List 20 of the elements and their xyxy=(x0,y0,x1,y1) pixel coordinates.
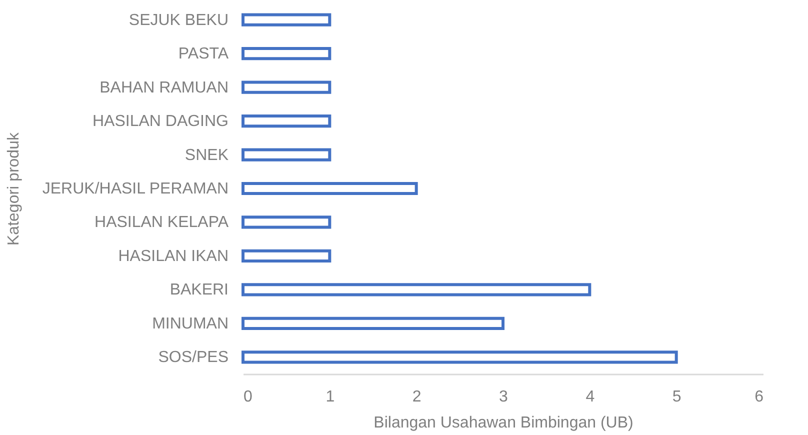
x-tick-label: 6 xyxy=(754,388,764,406)
y-tick-label: BAHAN RAMUAN xyxy=(100,79,228,96)
y-tick-label: HASILAN IKAN xyxy=(118,248,228,265)
x-tick-label: 5 xyxy=(672,388,682,406)
y-tick-label: PASTA xyxy=(178,46,229,63)
x-tick-label: 3 xyxy=(499,388,508,406)
x-tick-label: 1 xyxy=(326,388,335,406)
x-tick-label: 0 xyxy=(244,388,252,406)
y-tick-label: SEJUK BEKU xyxy=(128,12,228,29)
y-tick-label: HASILAN DAGING xyxy=(92,113,228,130)
y-tick-label: BAKERI xyxy=(170,282,228,299)
y-tick-label: MINUMAN xyxy=(152,315,228,332)
y-tick-label: SNEK xyxy=(184,146,229,164)
x-tick-label: 2 xyxy=(412,388,422,406)
y-tick-label: JERUK/HASIL PERAMAN xyxy=(42,180,228,198)
y-tick-label: HASILAN KELAPA xyxy=(94,214,229,232)
y-tick-label: SOS/PES xyxy=(158,349,228,366)
y-axis-title: Kategori produk xyxy=(6,132,22,246)
x-axis-title: Bilangan Usahawan Bimbingan (UB) xyxy=(374,414,634,432)
x-tick-label: 4 xyxy=(586,388,595,406)
